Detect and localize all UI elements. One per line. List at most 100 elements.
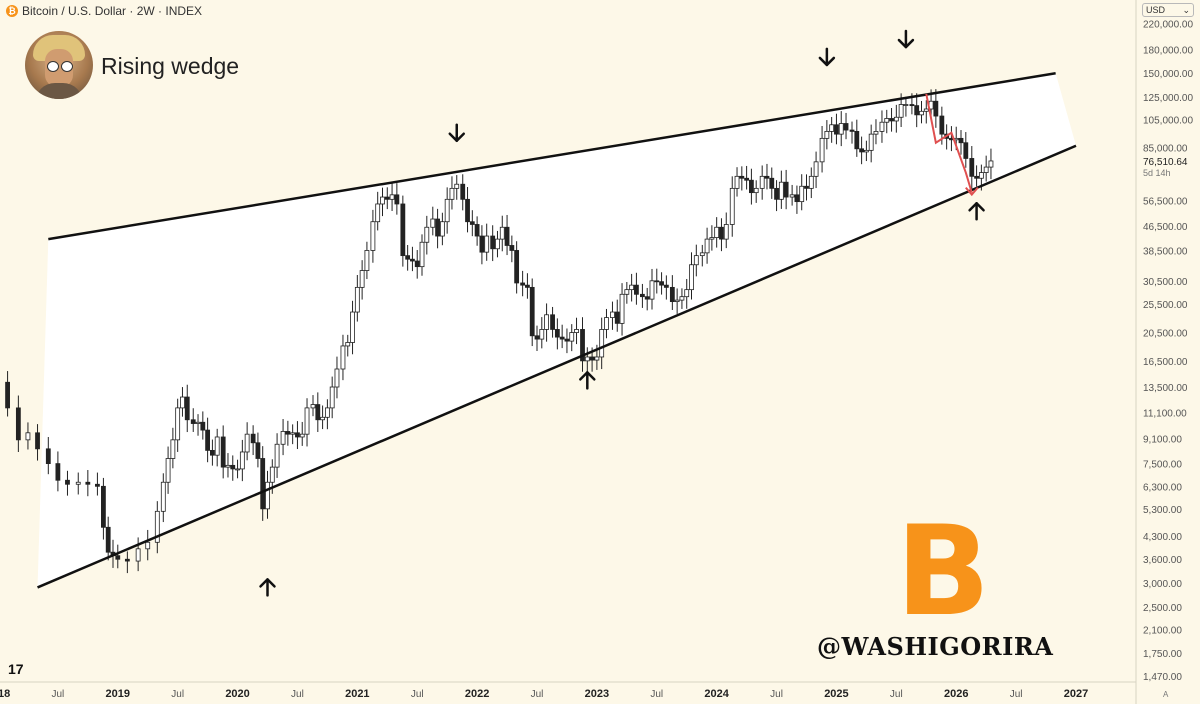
candle-body: [774, 187, 779, 200]
candle-body: [734, 175, 740, 189]
candle-body: [340, 345, 346, 370]
candle-body: [465, 198, 470, 223]
candle-body: [640, 293, 645, 298]
candle-body: [430, 218, 436, 228]
candle-body: [584, 356, 590, 362]
last-price-box: [1139, 153, 1197, 176]
candle-body: [424, 226, 430, 243]
y-tick-label: 125,000.00: [1143, 93, 1193, 104]
candle-body: [974, 175, 979, 179]
candle-body: [889, 118, 894, 122]
candle-body: [534, 335, 540, 340]
candle-body: [389, 194, 395, 200]
y-tick-label: 2,100.00: [1143, 625, 1182, 636]
candles: [5, 89, 994, 574]
candle-body: [719, 226, 724, 240]
candle-body: [709, 237, 715, 240]
candle-body: [849, 129, 855, 132]
y-tick-label: 9,100.00: [1143, 434, 1182, 445]
candle-body: [504, 226, 510, 246]
candle-body: [165, 458, 171, 483]
candle-body: [859, 148, 864, 153]
candle-body: [669, 286, 675, 303]
candle-body: [135, 548, 141, 562]
candle-body: [95, 483, 100, 487]
candle-body: [919, 110, 924, 116]
candle-body: [439, 221, 445, 237]
auto-scale-toggle[interactable]: A: [1163, 690, 1169, 699]
candle-body: [235, 468, 240, 471]
candle-body: [280, 431, 286, 445]
candle-body: [674, 299, 680, 303]
candle-body: [804, 185, 809, 189]
candle-body: [400, 203, 406, 257]
candle-body: [624, 289, 630, 295]
candle-body: [988, 160, 994, 168]
y-tick-label: 6,300.00: [1143, 482, 1182, 493]
candle-body: [958, 137, 964, 144]
candle-body: [484, 235, 490, 253]
candle-body: [435, 218, 440, 237]
candle-body: [550, 314, 555, 330]
candle-body: [310, 404, 316, 409]
candle-body: [969, 158, 975, 177]
symbol-header[interactable]: ₿ Bitcoin / U.S. Dollar · 2W · INDEX: [6, 3, 202, 19]
candle-body: [145, 541, 151, 550]
chevron-down-icon: ⌄: [1182, 4, 1190, 15]
candle-body: [304, 407, 310, 435]
candle-body: [474, 224, 480, 237]
candle-body: [375, 203, 381, 223]
candle-body: [834, 124, 839, 135]
candle-body: [410, 258, 415, 262]
candle-body: [299, 433, 305, 438]
candle-body: [983, 166, 989, 173]
candle-body: [879, 121, 885, 132]
candle-body: [893, 116, 899, 122]
candle-body: [225, 464, 231, 468]
candle-body: [580, 329, 585, 362]
candle-body: [190, 419, 196, 424]
candle-body: [274, 443, 280, 468]
symbol-label: Bitcoin / U.S. Dollar · 2W · INDEX: [22, 4, 203, 18]
candle-body: [529, 286, 535, 337]
x-tick-label: Jul: [291, 689, 304, 700]
candle-body: [574, 329, 579, 333]
candle-body: [329, 386, 335, 409]
candle-body: [239, 451, 245, 470]
candle-body: [744, 177, 750, 181]
candle-body: [838, 123, 844, 135]
x-tick-label: Jul: [650, 689, 663, 700]
candle-body: [789, 194, 795, 198]
avatar: [25, 31, 93, 99]
candle-body: [160, 481, 166, 512]
down-arrow-icon: [448, 123, 465, 143]
candle-body: [739, 175, 745, 179]
x-tick-label: 2023: [585, 688, 609, 700]
y-tick-label: 16,500.00: [1143, 357, 1188, 368]
candle-body: [449, 187, 455, 200]
candle-body: [614, 311, 620, 324]
up-arrow-icon: [968, 202, 985, 221]
candle-body: [205, 429, 211, 451]
candle-body: [354, 286, 360, 313]
candle-body: [269, 466, 275, 483]
y-tick-label: 1,750.00: [1143, 649, 1182, 660]
candle-body: [778, 181, 784, 200]
candle-body: [898, 104, 904, 118]
candle-body: [808, 175, 814, 189]
candle-body: [659, 281, 664, 286]
candle-body: [469, 221, 475, 225]
currency-label: USD: [1146, 5, 1166, 15]
y-tick-label: 150,000.00: [1143, 69, 1193, 80]
x-tick-label: 2024: [704, 688, 729, 700]
tradingview-logo-icon[interactable]: 17: [8, 661, 24, 677]
candle-body: [359, 270, 365, 288]
x-tick-label: Jul: [890, 689, 903, 700]
candle-body: [394, 194, 400, 205]
currency-selector[interactable]: USD ⌄: [1142, 3, 1194, 17]
candle-body: [75, 481, 81, 485]
candle-body: [55, 463, 61, 481]
y-tick-label: 4,300.00: [1143, 532, 1182, 543]
candle-body: [184, 396, 190, 421]
